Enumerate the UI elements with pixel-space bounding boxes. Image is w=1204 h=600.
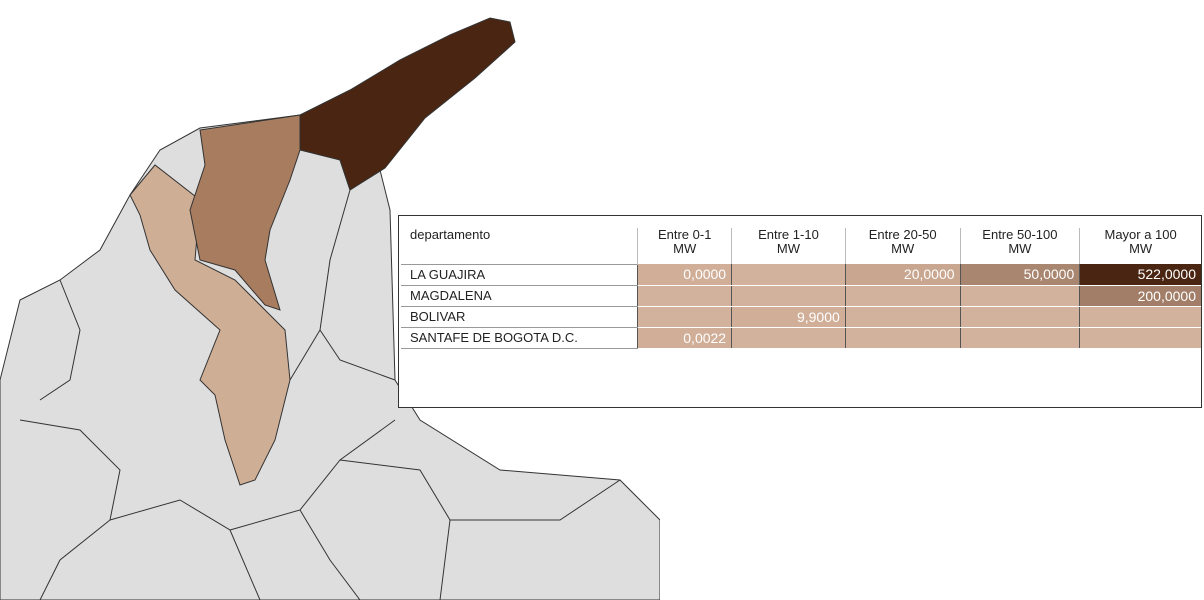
value-cell: 200,0000 bbox=[1079, 285, 1201, 307]
value-cell: 522,0000 bbox=[1079, 264, 1201, 286]
value-cell bbox=[731, 264, 846, 286]
department-name: BOLIVAR bbox=[401, 306, 638, 328]
value-cell: 0,0022 bbox=[637, 327, 732, 349]
value-cell bbox=[637, 306, 732, 328]
column-header: Entre 20-50 MW bbox=[844, 228, 961, 264]
department-name: MAGDALENA bbox=[401, 285, 638, 307]
department-name: SANTAFE DE BOGOTA D.C. bbox=[401, 327, 638, 349]
table-row: SANTAFE DE BOGOTA D.C. 0,0022 bbox=[401, 327, 1201, 349]
value-cell: 9,9000 bbox=[731, 306, 846, 328]
table-row: LA GUAJIRA 0,0000 20,0000 50,0000 522,0000 bbox=[401, 263, 1201, 286]
table-row: MAGDALENA 200,0000 bbox=[401, 285, 1201, 307]
data-table: departamento Entre 0-1 MW Entre 1-10 MW Ent… bbox=[401, 228, 1201, 349]
department-name: LA GUAJIRA bbox=[401, 263, 638, 286]
table-row: BOLIVAR 9,9000 bbox=[401, 306, 1201, 328]
column-header: Mayor a 100 MW bbox=[1079, 228, 1201, 264]
value-cell bbox=[844, 285, 961, 307]
header-row: departamento Entre 0-1 MW Entre 1-10 MW Ent… bbox=[401, 228, 1201, 264]
value-cell bbox=[1079, 327, 1201, 349]
value-cell bbox=[1079, 306, 1201, 328]
legend-table-panel: departamento Entre 0-1 MW Entre 1-10 MW Ent… bbox=[398, 215, 1202, 408]
column-header: departamento bbox=[410, 227, 491, 242]
column-header: Entre 1-10 MW bbox=[731, 228, 846, 264]
table-body: LA GUAJIRA 0,0000 20,0000 50,0000 522,0000 MA… bbox=[401, 263, 1201, 349]
region-dark bbox=[299, 17, 516, 191]
value-cell: 50,0000 bbox=[959, 264, 1080, 286]
value-cell bbox=[959, 285, 1080, 307]
value-cell bbox=[637, 285, 732, 307]
value-cell bbox=[959, 327, 1080, 349]
value-cell bbox=[731, 327, 846, 349]
value-cell: 0,0000 bbox=[637, 264, 732, 286]
value-cell bbox=[959, 306, 1080, 328]
column-header: Entre 0-1 MW bbox=[637, 228, 732, 264]
map bbox=[0, 17, 660, 600]
column-header: Entre 50-100 MW bbox=[959, 228, 1080, 264]
value-cell bbox=[844, 306, 961, 328]
value-cell bbox=[844, 327, 961, 349]
value-cell bbox=[731, 285, 846, 307]
value-cell: 20,0000 bbox=[844, 264, 961, 286]
border bbox=[19, 189, 621, 600]
region-light bbox=[129, 164, 291, 486]
